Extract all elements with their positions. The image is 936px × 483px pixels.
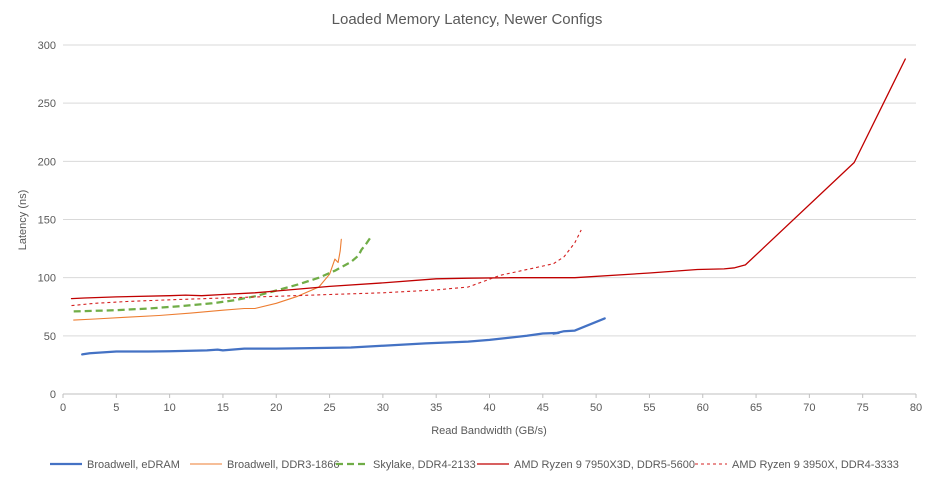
x-tick-label: 20	[270, 402, 282, 414]
x-tick-label: 45	[537, 402, 549, 414]
y-tick-label: 250	[38, 98, 56, 110]
series-line-5	[71, 229, 582, 307]
x-tick-label: 55	[643, 402, 655, 414]
y-tick-label: 150	[38, 215, 56, 227]
legend: Broadwell, eDRAM Broadwell, DDR3-1866 Skyl…	[50, 459, 899, 471]
y-tick-label: 300	[38, 40, 56, 52]
x-tick-label: 5	[113, 402, 119, 414]
legend-label-1: Broadwell, eDRAM	[87, 459, 180, 471]
y-tick-label: 0	[50, 389, 56, 401]
x-tick-label: 10	[164, 402, 176, 414]
legend-label-4: AMD Ryzen 9 7950X3D, DDR5-5600	[514, 459, 695, 471]
x-tick-label: 15	[217, 402, 229, 414]
x-axis-title: Read Bandwidth (GB/s)	[431, 425, 547, 437]
series-line-4	[70, 58, 906, 300]
x-tick-label: 35	[430, 402, 442, 414]
y-tick-label: 100	[38, 273, 56, 285]
x-tick-label: 0	[60, 402, 66, 414]
x-tick-label: 40	[483, 402, 495, 414]
y-tick-label: 50	[44, 331, 56, 343]
series-line-1	[81, 317, 606, 356]
x-tick-label: 70	[803, 402, 815, 414]
x-tick-label: 60	[697, 402, 709, 414]
x-tick-label: 65	[750, 402, 762, 414]
series-line-2	[73, 238, 342, 321]
legend-label-3: Skylake, DDR4-2133	[373, 459, 476, 471]
x-tick-label: 80	[910, 402, 922, 414]
series-lines	[70, 58, 906, 356]
x-tick-label: 25	[323, 402, 335, 414]
y-axis-title: Latency (ns)	[17, 190, 29, 251]
x-tick-label: 75	[857, 402, 869, 414]
legend-label-5: AMD Ryzen 9 3950X, DDR4-3333	[732, 459, 899, 471]
chart-title: Loaded Memory Latency, Newer Configs	[332, 11, 603, 28]
x-tick-label: 50	[590, 402, 602, 414]
series-line-3	[73, 237, 372, 313]
grid-lines	[63, 44, 916, 337]
legend-label-2: Broadwell, DDR3-1866	[227, 459, 340, 471]
x-tick-label: 30	[377, 402, 389, 414]
y-tick-label: 200	[38, 156, 56, 168]
axes: 0 50 100 150 200 250 300 0 5 10 15 20 25 30 35 40 45 50 55…	[38, 40, 922, 414]
